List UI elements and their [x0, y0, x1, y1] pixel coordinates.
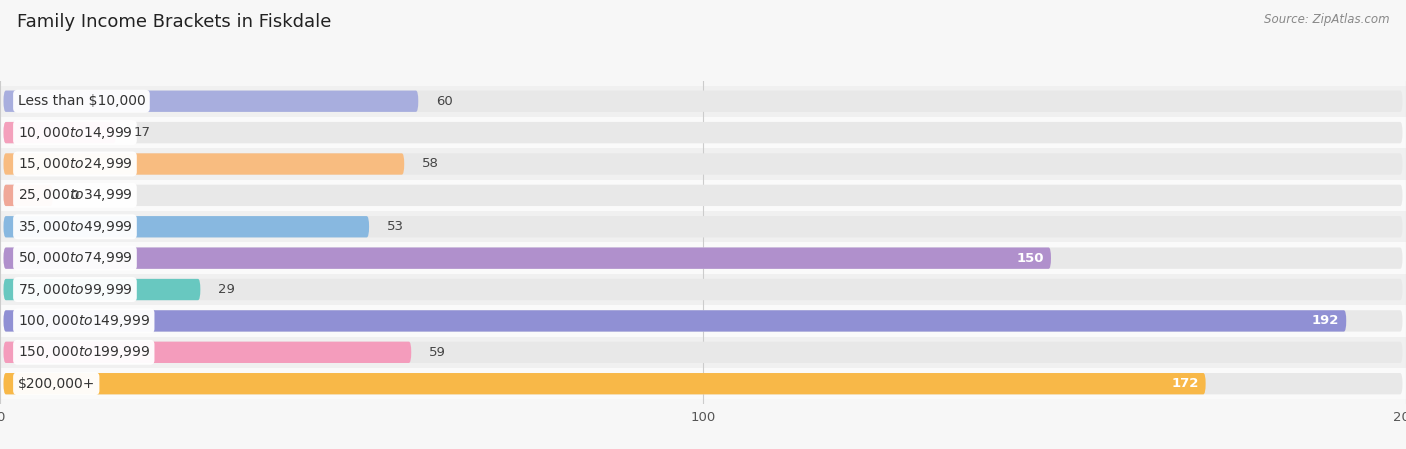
FancyBboxPatch shape	[3, 247, 1403, 269]
FancyBboxPatch shape	[3, 91, 419, 112]
Text: Source: ZipAtlas.com: Source: ZipAtlas.com	[1264, 13, 1389, 26]
Text: $150,000 to $199,999: $150,000 to $199,999	[17, 344, 150, 360]
FancyBboxPatch shape	[0, 211, 1406, 242]
Text: Less than $10,000: Less than $10,000	[17, 94, 145, 108]
FancyBboxPatch shape	[0, 117, 1406, 148]
FancyBboxPatch shape	[0, 274, 1406, 305]
Text: $15,000 to $24,999: $15,000 to $24,999	[17, 156, 132, 172]
Text: $100,000 to $149,999: $100,000 to $149,999	[17, 313, 150, 329]
FancyBboxPatch shape	[3, 91, 1403, 112]
FancyBboxPatch shape	[0, 368, 1406, 400]
Text: $75,000 to $99,999: $75,000 to $99,999	[17, 282, 132, 298]
FancyBboxPatch shape	[0, 180, 1406, 211]
FancyBboxPatch shape	[3, 122, 1403, 143]
FancyBboxPatch shape	[3, 216, 368, 238]
FancyBboxPatch shape	[3, 153, 405, 175]
FancyBboxPatch shape	[0, 85, 1406, 117]
Text: 59: 59	[429, 346, 446, 359]
Text: $10,000 to $14,999: $10,000 to $14,999	[17, 125, 132, 141]
FancyBboxPatch shape	[0, 242, 1406, 274]
Text: 192: 192	[1312, 314, 1340, 327]
Text: 0: 0	[70, 189, 79, 202]
FancyBboxPatch shape	[3, 216, 1403, 238]
Text: $50,000 to $74,999: $50,000 to $74,999	[17, 250, 132, 266]
Text: 53: 53	[387, 220, 404, 233]
Text: 172: 172	[1171, 377, 1198, 390]
FancyBboxPatch shape	[0, 337, 1406, 368]
FancyBboxPatch shape	[3, 342, 1403, 363]
FancyBboxPatch shape	[3, 373, 1206, 394]
FancyBboxPatch shape	[3, 122, 115, 143]
FancyBboxPatch shape	[3, 310, 1347, 332]
FancyBboxPatch shape	[3, 373, 1403, 394]
Text: 17: 17	[134, 126, 150, 139]
FancyBboxPatch shape	[3, 185, 53, 206]
Text: 150: 150	[1017, 251, 1043, 264]
Text: 58: 58	[422, 158, 439, 171]
FancyBboxPatch shape	[3, 153, 1403, 175]
Text: $200,000+: $200,000+	[17, 377, 96, 391]
Text: 29: 29	[218, 283, 235, 296]
Text: 60: 60	[436, 95, 453, 108]
FancyBboxPatch shape	[0, 148, 1406, 180]
Text: Family Income Brackets in Fiskdale: Family Income Brackets in Fiskdale	[17, 13, 332, 31]
Text: $35,000 to $49,999: $35,000 to $49,999	[17, 219, 132, 235]
FancyBboxPatch shape	[3, 279, 1403, 300]
FancyBboxPatch shape	[3, 279, 201, 300]
FancyBboxPatch shape	[0, 305, 1406, 337]
FancyBboxPatch shape	[3, 310, 1403, 332]
FancyBboxPatch shape	[3, 185, 1403, 206]
FancyBboxPatch shape	[3, 247, 1052, 269]
FancyBboxPatch shape	[3, 342, 412, 363]
Text: $25,000 to $34,999: $25,000 to $34,999	[17, 187, 132, 203]
